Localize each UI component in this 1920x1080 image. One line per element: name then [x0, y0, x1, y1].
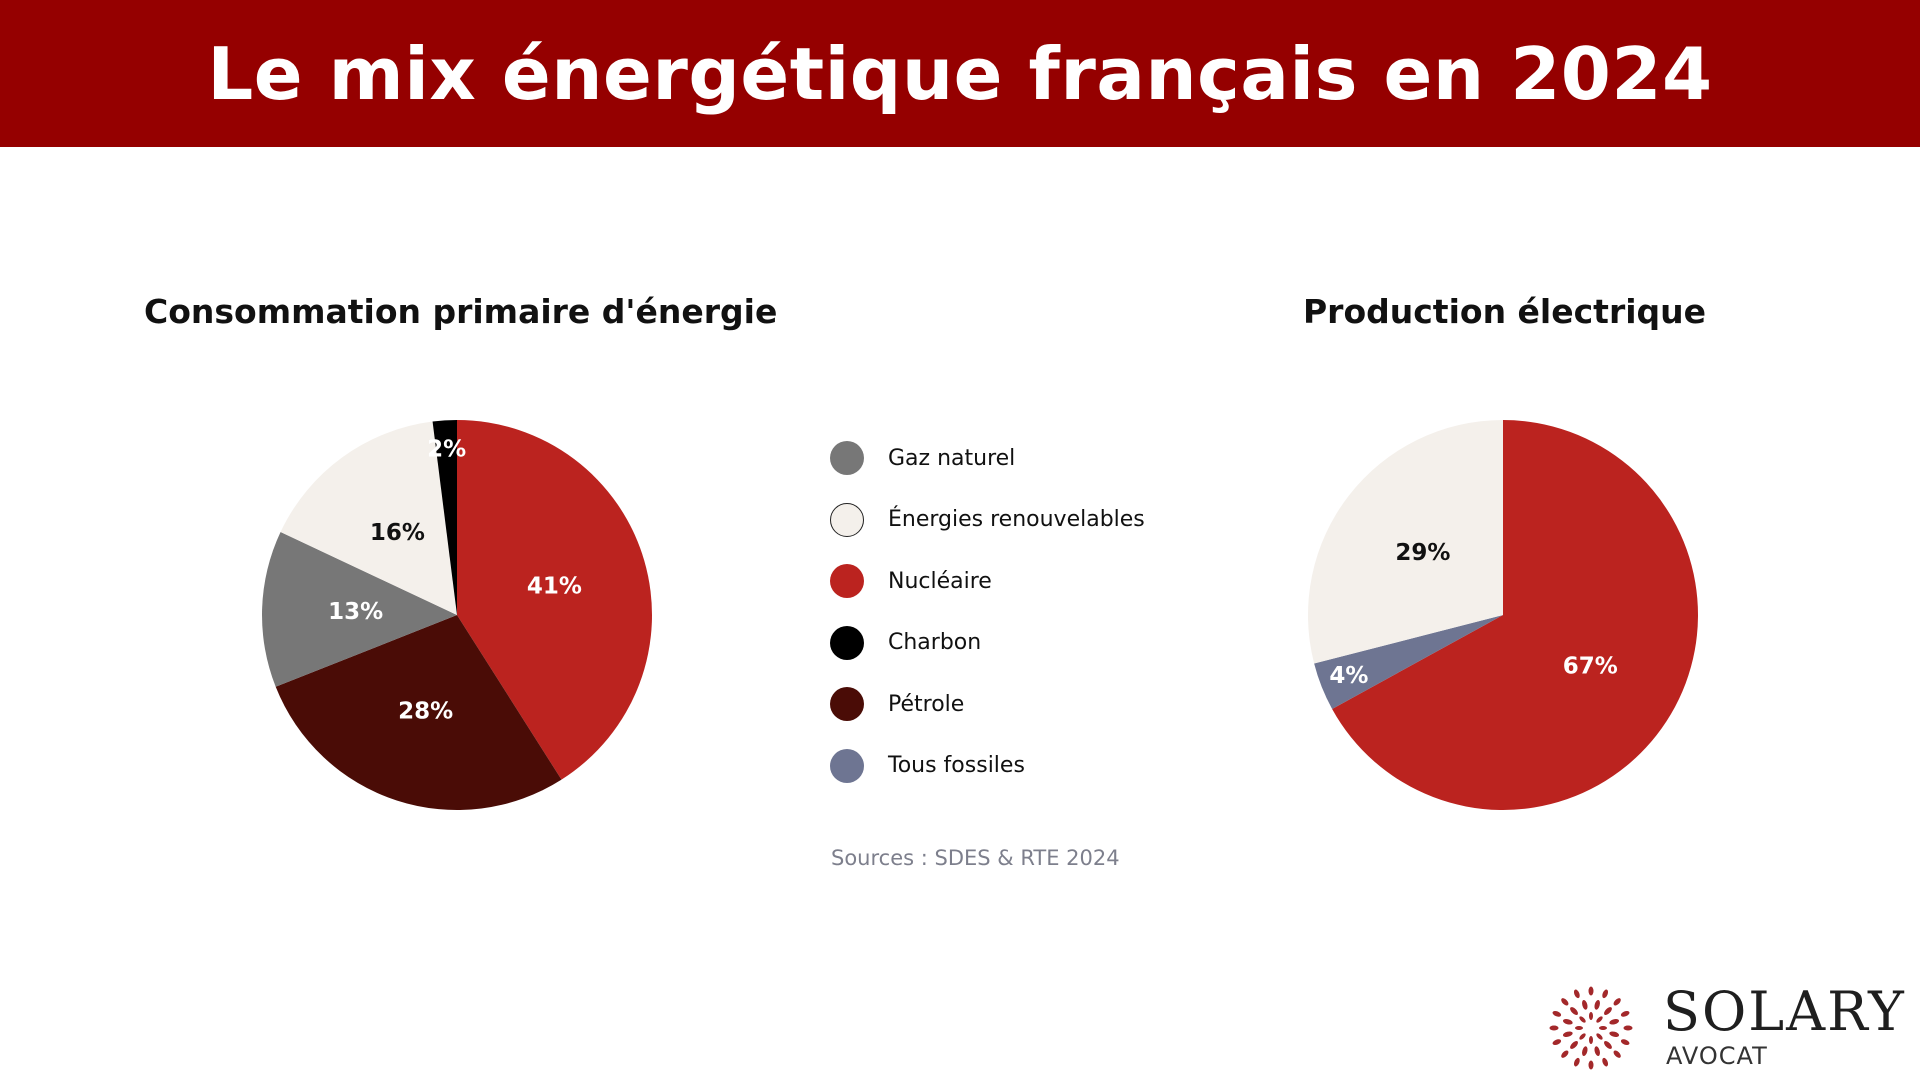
electricity-label-1: 4%: [1329, 663, 1368, 689]
logo-petal: [1609, 1031, 1620, 1037]
legend-swatch-icon: [830, 625, 864, 660]
legend-item-petrole: Pétrole: [830, 686, 1250, 722]
legend-item-gaz-naturel: Gaz naturel: [830, 440, 1250, 476]
pie-chart-primary-consumption: 41% 28% 13% 16% 2%: [261, 420, 652, 810]
electricity-label-2: 29%: [1395, 540, 1450, 566]
legend-label: Énergies renouvelables: [888, 507, 1145, 532]
logo-petal: [1594, 999, 1600, 1010]
legend-swatch-icon: [830, 502, 864, 537]
legend: Gaz naturel Énergies renouvelables Nuclé…: [830, 440, 1250, 809]
logo-petal: [1623, 1025, 1633, 1031]
chart-title-primary-consumption: Consommation primaire d'énergie: [144, 292, 778, 331]
electricity-slice-1: [1314, 615, 1503, 709]
primary-slice-1: [275, 615, 562, 810]
primary-slice-0: [457, 420, 652, 780]
chart-title-electricity-production: Production électrique: [1303, 292, 1707, 331]
electricity-label-0: 67%: [1563, 654, 1618, 680]
logo-petal: [1582, 999, 1588, 1010]
logo-petal: [1552, 1039, 1562, 1046]
electricity-slice-0: [1332, 420, 1699, 810]
legend-item-nucleaire: Nucléaire: [830, 563, 1250, 599]
legend-swatch-icon: [830, 687, 864, 721]
logo-petal: [1588, 986, 1594, 996]
primary-label-0: 41%: [527, 574, 582, 600]
primary-slice-2: [261, 531, 457, 687]
legend-item-tous-fossiles: Tous fossiles: [830, 748, 1250, 784]
logo-petal: [1549, 1025, 1559, 1031]
legend-label: Gaz naturel: [888, 445, 1016, 471]
logo-petal: [1602, 989, 1609, 999]
header-banner: Le mix énergétique français en 2024: [0, 0, 1920, 147]
legend-swatch-icon: [830, 748, 864, 783]
logo-petal: [1620, 1010, 1630, 1017]
legend-item-charbon: Charbon: [830, 625, 1250, 661]
logo-petal: [1588, 1060, 1594, 1070]
logo-name: SOLARY: [1663, 980, 1906, 1043]
logo-petal: [1609, 1019, 1620, 1025]
logo-petal: [1573, 989, 1580, 999]
primary-label-3: 16%: [370, 520, 425, 546]
logo-petal: [1604, 1041, 1612, 1049]
primary-slice-3: [280, 421, 457, 615]
electricity-slice-2: [1308, 420, 1503, 664]
logo-petal: [1575, 1026, 1583, 1030]
logo-petal: [1561, 1050, 1569, 1058]
logo-petal: [1620, 1039, 1630, 1046]
logo-petal: [1613, 998, 1621, 1006]
legend-label: Tous fossiles: [888, 753, 1025, 778]
logo-petal: [1602, 1057, 1609, 1067]
logo-petal: [1561, 998, 1569, 1006]
logo-subtitle: AVOCAT: [1666, 1042, 1768, 1070]
logo-petal: [1562, 1019, 1573, 1025]
pie-chart-electricity-production: 67% 4% 29%: [1308, 420, 1699, 810]
logo-petal: [1594, 1046, 1600, 1057]
logo-petal: [1613, 1050, 1621, 1058]
source-note: Sources : SDES & RTE 2024: [831, 846, 1120, 870]
page-title: Le mix énergétique français en 2024: [207, 31, 1713, 116]
logo-petal: [1589, 1036, 1593, 1044]
logo-petal: [1570, 1007, 1578, 1015]
legend-label: Nucléaire: [888, 568, 992, 594]
logo-petal: [1562, 1031, 1573, 1037]
logo-petal: [1579, 1033, 1586, 1040]
logo-petal: [1582, 1046, 1588, 1057]
logo-petal: [1604, 1007, 1612, 1015]
sunburst-logo-icon: [1549, 986, 1633, 1070]
primary-slice-4: [432, 420, 457, 615]
legend-swatch-icon: [830, 564, 864, 598]
logo: SOLARY AVOCAT: [1545, 980, 1915, 1080]
logo-petal: [1573, 1057, 1580, 1067]
logo-petal: [1579, 1016, 1586, 1023]
logo-petal: [1589, 1012, 1593, 1020]
primary-label-2: 13%: [328, 599, 383, 625]
primary-label-1: 28%: [398, 698, 453, 724]
primary-label-4: 2%: [427, 437, 466, 463]
logo-petal: [1599, 1026, 1607, 1030]
legend-label: Pétrole: [888, 691, 965, 717]
legend-swatch-icon: [830, 441, 864, 475]
legend-label: Charbon: [888, 630, 982, 655]
logo-petal: [1570, 1041, 1578, 1049]
logo-petal: [1552, 1010, 1562, 1017]
legend-item-renouvelables: Énergies renouvelables: [830, 502, 1250, 538]
logo-petal: [1596, 1033, 1603, 1040]
logo-petal: [1596, 1016, 1603, 1023]
